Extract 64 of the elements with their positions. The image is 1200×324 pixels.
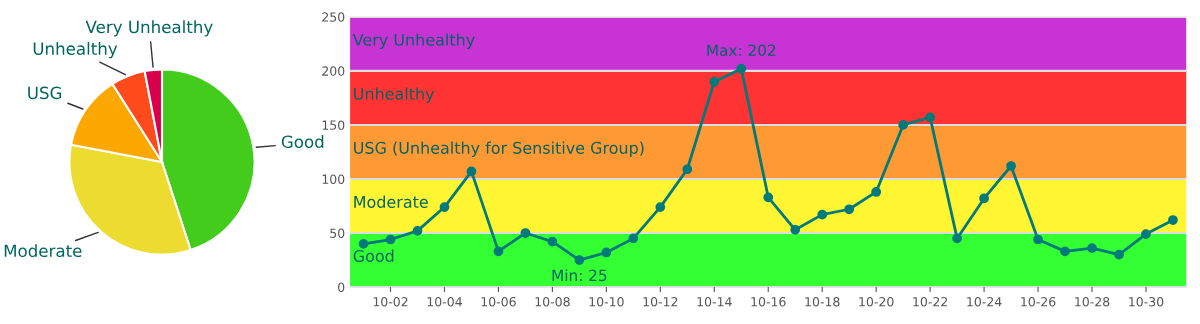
point bbox=[439, 202, 450, 212]
slice-label: Good bbox=[281, 135, 324, 149]
x-tick-label: 10-14 bbox=[697, 297, 732, 307]
band-label: Moderate bbox=[354, 195, 428, 208]
y-tick-label: 100 bbox=[322, 174, 345, 184]
x-tick-label: 10-02 bbox=[373, 297, 408, 307]
y-tick-label: 50 bbox=[330, 228, 345, 238]
point bbox=[682, 164, 693, 175]
y-tick-label: 0 bbox=[338, 282, 345, 292]
point bbox=[493, 246, 504, 257]
point bbox=[574, 255, 585, 265]
band-label: USG (Unhealthy for Sensitive Group) bbox=[354, 141, 644, 157]
slice-label: Very Unhealthy bbox=[85, 20, 213, 37]
band-label: Good bbox=[353, 249, 394, 262]
point bbox=[655, 202, 666, 212]
x-tick-label: 10-24 bbox=[967, 297, 1002, 307]
point bbox=[925, 112, 935, 123]
point bbox=[1114, 249, 1124, 260]
point bbox=[709, 76, 720, 87]
point bbox=[1168, 215, 1178, 225]
y-tick-label: 250 bbox=[322, 12, 345, 22]
point bbox=[790, 224, 801, 235]
point bbox=[601, 247, 612, 258]
point bbox=[1087, 243, 1097, 254]
point bbox=[1060, 246, 1070, 257]
point bbox=[817, 209, 828, 220]
point bbox=[520, 228, 531, 238]
band-label: Very Unhealthy bbox=[352, 33, 475, 49]
point bbox=[763, 192, 774, 203]
x-tick-label: 10-18 bbox=[805, 297, 840, 307]
x-tick-label: 10-22 bbox=[913, 297, 948, 307]
point bbox=[466, 166, 477, 177]
point bbox=[844, 204, 855, 215]
point bbox=[1006, 161, 1016, 171]
point bbox=[547, 236, 558, 247]
x-tick-label: 10-26 bbox=[1021, 297, 1056, 307]
x-tick-label: 10-30 bbox=[1129, 297, 1164, 307]
point bbox=[412, 225, 423, 236]
y-tick-label: 200 bbox=[322, 66, 345, 76]
x-tick-label: 10-12 bbox=[643, 297, 678, 307]
point bbox=[385, 234, 396, 245]
point bbox=[736, 63, 747, 74]
x-tick-label: 10-28 bbox=[1075, 297, 1110, 307]
x-tick-label: 10-16 bbox=[751, 297, 786, 307]
x-tick-label: 10-10 bbox=[589, 297, 624, 307]
y-tick-label: 150 bbox=[322, 120, 345, 130]
x-tick-label: 10-06 bbox=[481, 297, 516, 307]
x-tick-label: 10-04 bbox=[427, 297, 462, 307]
point bbox=[952, 233, 962, 244]
slice-label: Unhealthy bbox=[33, 42, 118, 59]
slice-label: Moderate bbox=[4, 244, 82, 258]
x-tick-label: 10-08 bbox=[535, 297, 570, 307]
annotation: Max: 202 bbox=[707, 44, 776, 57]
slice-label: USG bbox=[28, 86, 62, 100]
x-tick-label: 10-20 bbox=[859, 297, 894, 307]
point bbox=[358, 238, 369, 249]
point bbox=[1141, 229, 1151, 239]
point bbox=[1033, 234, 1043, 245]
annotation: Min: 25 bbox=[552, 269, 607, 282]
point bbox=[871, 187, 882, 197]
point bbox=[898, 120, 909, 130]
band-label: Unhealthy bbox=[354, 87, 435, 103]
point bbox=[628, 233, 639, 244]
point bbox=[979, 193, 989, 204]
